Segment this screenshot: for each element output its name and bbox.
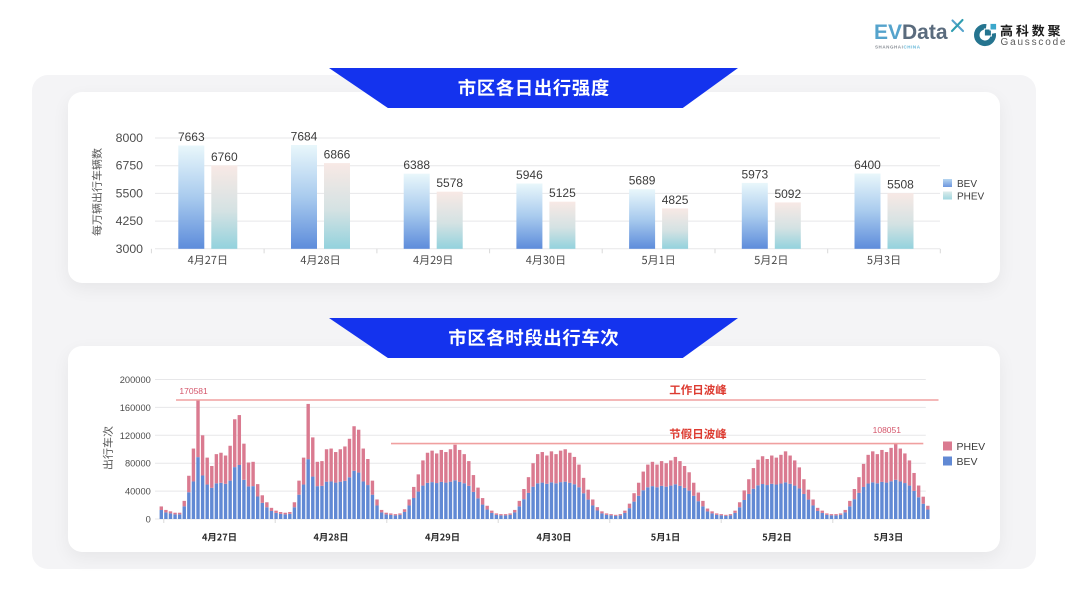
svg-text:Gausscode: Gausscode	[1001, 37, 1068, 48]
svg-text:6400: 6400	[854, 158, 881, 172]
svg-text:Data: Data	[902, 21, 948, 44]
svg-text:5092: 5092	[774, 187, 801, 201]
svg-text:40000: 40000	[125, 487, 151, 497]
svg-text:170581: 170581	[179, 386, 208, 396]
svg-text:120000: 120000	[120, 431, 151, 441]
svg-text:5973: 5973	[741, 167, 768, 181]
svg-text:CHINA: CHINA	[904, 45, 921, 50]
svg-text:200000: 200000	[120, 375, 151, 385]
svg-text:4825: 4825	[662, 193, 689, 207]
svg-text:80000: 80000	[125, 459, 151, 469]
svg-text:5689: 5689	[629, 174, 656, 188]
svg-text:5508: 5508	[887, 178, 914, 192]
svg-text:4250: 4250	[116, 214, 144, 228]
svg-text:EV: EV	[874, 21, 902, 44]
svg-text:BEV: BEV	[957, 456, 978, 468]
svg-text:108051: 108051	[873, 425, 902, 435]
svg-text:0: 0	[146, 515, 151, 525]
svg-text:6866: 6866	[324, 148, 351, 162]
svg-text:6760: 6760	[211, 150, 238, 164]
svg-text:PHEV: PHEV	[957, 441, 986, 453]
svg-text:6750: 6750	[116, 159, 144, 173]
svg-text:7663: 7663	[178, 130, 205, 144]
svg-text:7684: 7684	[291, 130, 318, 144]
svg-text:5578: 5578	[436, 176, 463, 190]
svg-text:SHANGHAI: SHANGHAI	[875, 45, 903, 50]
svg-text:5125: 5125	[549, 186, 576, 200]
svg-text:8000: 8000	[116, 131, 144, 145]
svg-text:5500: 5500	[116, 186, 144, 200]
svg-text:6388: 6388	[403, 158, 430, 172]
svg-text:BEV: BEV	[957, 179, 977, 190]
svg-text:PHEV: PHEV	[957, 192, 985, 203]
svg-text:160000: 160000	[120, 403, 151, 413]
svg-text:3000: 3000	[116, 242, 144, 256]
svg-text:5946: 5946	[516, 168, 543, 182]
